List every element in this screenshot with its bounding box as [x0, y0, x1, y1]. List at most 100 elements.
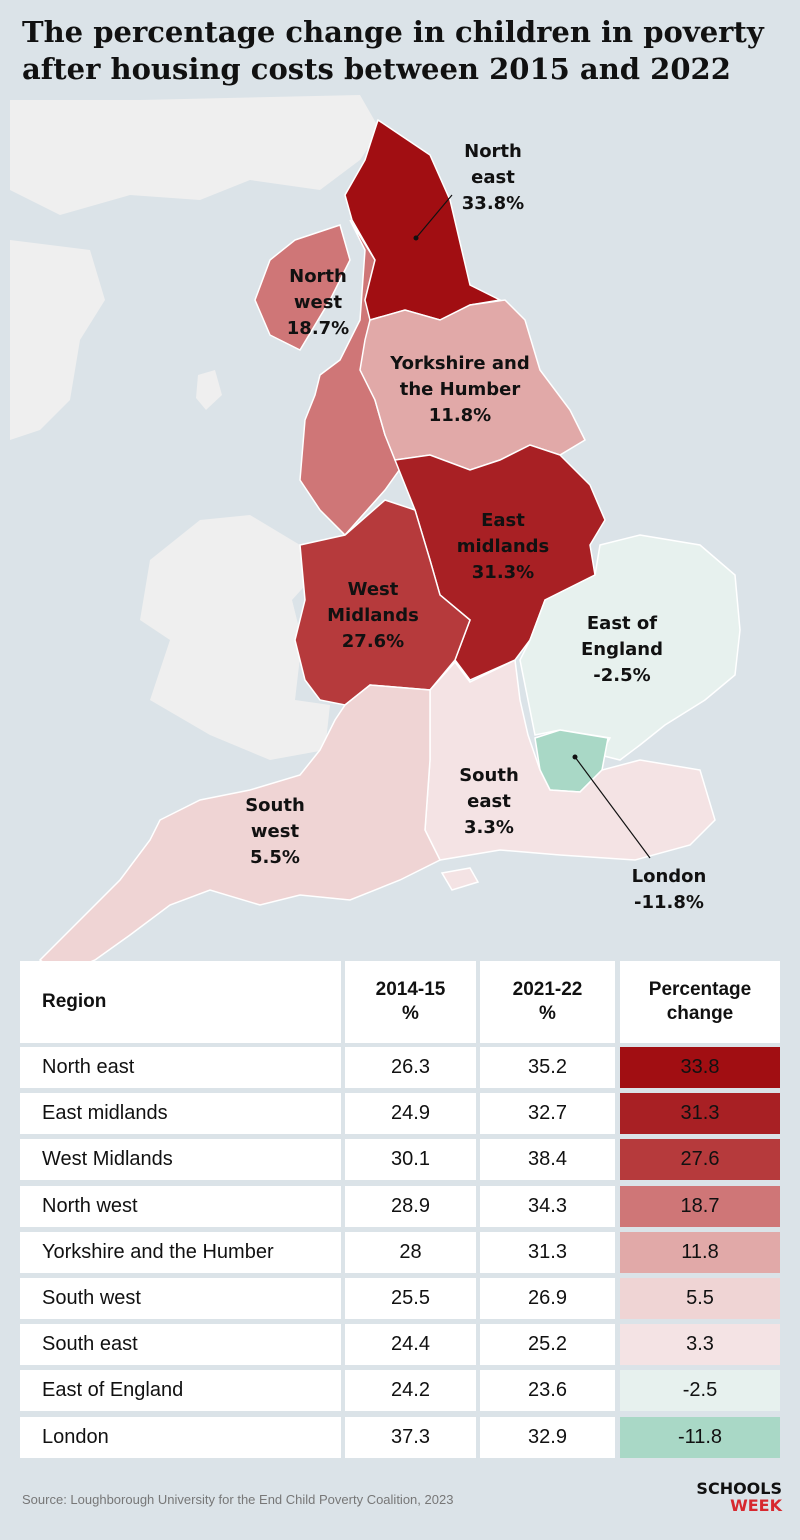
value-2014-15-cell: 24.9: [345, 1093, 476, 1135]
svg-text:3.3%: 3.3%: [464, 817, 514, 838]
north-east-leader-line: [415, 194, 453, 239]
value-2021-22-cell: 23.6: [480, 1370, 615, 1412]
logo-line2: WEEK: [730, 1496, 782, 1515]
table-row: East midlands 24.9 32.7 31.3: [20, 1093, 780, 1135]
header-change-line1: Percentage: [648, 979, 752, 1000]
scotland-land: [10, 95, 380, 215]
table-row: South east 24.4 25.2 3.3: [20, 1324, 780, 1366]
svg-text:33.8%: 33.8%: [462, 193, 524, 214]
value-2021-22-cell: 26.9: [480, 1278, 615, 1319]
page-title: The percentage change in children in pov…: [22, 15, 764, 86]
change-cell: 11.8: [620, 1231, 780, 1273]
region-south-east: [424, 658, 716, 861]
svg-text:11.8%: 11.8%: [429, 405, 491, 426]
region-cell: North east: [20, 1047, 341, 1088]
svg-text:North: North: [289, 266, 347, 287]
region-cell: London: [20, 1416, 341, 1458]
value-2021-22-cell: 32.7: [480, 1093, 615, 1135]
change-cell: 31.3: [620, 1093, 780, 1135]
value-2014-15-cell: 25.5: [345, 1278, 476, 1319]
value-2021-22-cell: 34.3: [480, 1185, 615, 1227]
header-2021-22-line2: %: [539, 1003, 556, 1024]
region-cell: East midlands: [20, 1093, 341, 1135]
value-2014-15-cell: 24.4: [345, 1324, 476, 1366]
schools-week-logo: SCHOOLS WEEK: [686, 1480, 782, 1514]
region-cell: North west: [20, 1185, 341, 1227]
svg-text:27.6%: 27.6%: [342, 631, 404, 652]
label-north-west: North west 18.7%: [287, 266, 349, 339]
region-south-west: [38, 684, 442, 976]
isle-of-wight: [440, 867, 480, 891]
isle-of-man: [196, 370, 222, 410]
svg-text:Midlands: Midlands: [327, 605, 419, 626]
svg-text:South: South: [459, 765, 519, 786]
value-2021-22-cell: 25.2: [480, 1324, 615, 1366]
change-cell: 18.7: [620, 1185, 780, 1227]
svg-text:East: East: [481, 510, 525, 531]
value-2014-15-cell: 30.1: [345, 1139, 476, 1181]
north-east-leader-dot: [413, 235, 419, 241]
svg-text:midlands: midlands: [457, 536, 550, 557]
svg-text:West: West: [348, 579, 399, 600]
table-row: North east 26.3 35.2 33.8: [20, 1047, 780, 1088]
change-cell: 3.3: [620, 1324, 780, 1366]
header-change-line2: change: [666, 1003, 734, 1024]
region-cell: West Midlands: [20, 1139, 341, 1181]
label-south-east: South east 3.3%: [459, 765, 519, 838]
region-cell: South west: [20, 1278, 341, 1319]
table-header-row: Region 2014-15% 2021-22% Percentage chang…: [20, 961, 780, 1043]
map: North east 33.8% North west 18.7% Yorksh…: [10, 95, 741, 976]
value-2014-15-cell: 24.2: [345, 1370, 476, 1412]
region-east-of-england: [519, 534, 741, 761]
svg-text:Yorkshire and: Yorkshire and: [389, 353, 530, 374]
header-change: Percentage change: [620, 961, 780, 1043]
svg-text:east: east: [467, 791, 511, 812]
table-row: London 37.3 32.9 -11.8: [20, 1416, 780, 1458]
table-row: West Midlands 30.1 38.4 27.6: [20, 1139, 780, 1181]
value-2014-15-cell: 28.9: [345, 1185, 476, 1227]
table-row: South west 25.5 26.9 5.5: [20, 1278, 780, 1319]
value-2014-15-cell: 26.3: [345, 1047, 476, 1088]
svg-text:England: England: [581, 639, 663, 660]
header-2014-15-line1: 2014-15: [375, 979, 446, 1000]
value-2021-22-cell: 32.9: [480, 1416, 615, 1458]
ireland-land: [10, 240, 105, 440]
svg-text:west: west: [294, 292, 343, 313]
svg-text:-11.8%: -11.8%: [634, 892, 704, 913]
london-leader-line: [574, 756, 651, 859]
label-west-midlands: West Midlands 27.6%: [327, 579, 419, 652]
region-cell: South east: [20, 1324, 341, 1366]
table-row: East of England 24.2 23.6 -2.5: [20, 1370, 780, 1412]
svg-text:east: east: [471, 167, 515, 188]
value-2014-15-cell: 28: [345, 1231, 476, 1273]
london-leader-dot: [572, 754, 578, 760]
svg-text:31.3%: 31.3%: [472, 562, 534, 583]
logo-line1: SCHOOLS: [696, 1479, 782, 1498]
change-cell: -2.5: [620, 1370, 780, 1412]
label-east-of-england: East of England -2.5%: [581, 613, 663, 686]
value-2021-22-cell: 35.2: [480, 1047, 615, 1088]
header-2014-15: 2014-15%: [345, 961, 476, 1043]
header-region: Region: [20, 961, 341, 1043]
table-row: North west 28.9 34.3 18.7: [20, 1185, 780, 1227]
svg-text:London: London: [632, 866, 707, 887]
label-london: London -11.8%: [632, 866, 707, 913]
label-yorkshire: Yorkshire and the Humber 11.8%: [389, 353, 530, 426]
value-2014-15-cell: 37.3: [345, 1416, 476, 1458]
data-table: Region 2014-15% 2021-22% Percentage chang…: [20, 961, 780, 1458]
label-east-midlands: East midlands 31.3%: [457, 510, 550, 583]
header-2014-15-line2: %: [402, 1003, 419, 1024]
change-cell: 33.8: [620, 1047, 780, 1088]
svg-text:5.5%: 5.5%: [250, 847, 300, 868]
svg-text:west: west: [251, 821, 300, 842]
value-2021-22-cell: 38.4: [480, 1139, 615, 1181]
change-cell: 27.6: [620, 1139, 780, 1181]
svg-text:-2.5%: -2.5%: [593, 665, 650, 686]
svg-text:South: South: [245, 795, 305, 816]
label-north-east: North east 33.8%: [462, 141, 524, 214]
label-south-west: South west 5.5%: [245, 795, 305, 868]
source-note: Source: Loughborough University for the …: [22, 1492, 454, 1507]
svg-text:North: North: [464, 141, 522, 162]
header-2021-22: 2021-22%: [480, 961, 615, 1043]
svg-text:East of: East of: [587, 613, 657, 634]
